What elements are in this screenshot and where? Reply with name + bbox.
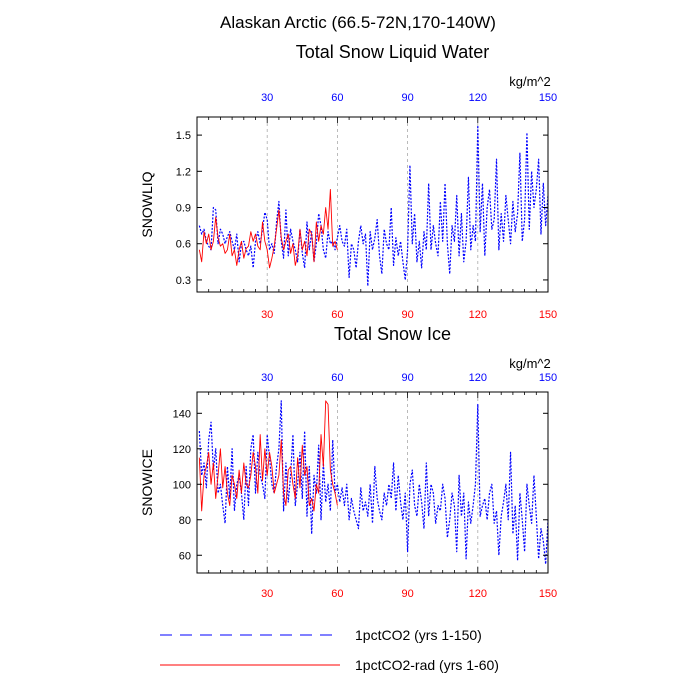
x-tick-label-bottom: 120 <box>469 309 487 321</box>
series-line-1pctco2-rad <box>198 188 338 269</box>
panel-title: Total Snow Liquid Water <box>296 42 489 62</box>
x-tick-label-bottom: 30 <box>261 309 273 321</box>
x-tick-label-top: 30 <box>261 372 273 384</box>
y-tick-label: 0.9 <box>176 203 191 215</box>
x-tick-label-top: 150 <box>539 92 557 104</box>
x-tick-label-top: 150 <box>539 372 557 384</box>
figure-title: Alaskan Arctic (66.5-72N,170-140W) <box>220 13 496 32</box>
x-tick-label-bottom: 30 <box>261 588 273 600</box>
series-line-1pctco2 <box>198 124 549 287</box>
x-tick-label-bottom: 150 <box>539 309 557 321</box>
y-tick-label: 100 <box>173 479 191 491</box>
x-tick-label-bottom: 60 <box>331 309 343 321</box>
x-tick-label-top: 30 <box>261 92 273 104</box>
y-tick-label: 80 <box>179 515 191 527</box>
y-tick-label: 0.3 <box>176 275 191 287</box>
y-tick-label: 120 <box>173 444 191 456</box>
y-axis-label: SNOWLIQ <box>139 171 155 237</box>
units-label: kg/m^2 <box>509 74 551 89</box>
y-tick-label: 1.5 <box>176 130 191 142</box>
y-tick-label: 0.6 <box>176 239 191 251</box>
panel-snowice: Total Snow Ice kg/m^2 60 80 100 120 140 30 60 90 1… <box>139 324 557 600</box>
x-tick-label-bottom: 150 <box>539 588 557 600</box>
x-tick-label-top: 90 <box>401 92 413 104</box>
legend: 1pctCO2 (yrs 1-150) 1pctCO2-rad (yrs 1-60… <box>160 627 499 673</box>
panel-snowliq: Total Snow Liquid Water kg/m^2 0.3 0.6 0.9 1.… <box>139 42 557 321</box>
units-label: kg/m^2 <box>509 356 551 371</box>
x-tick-label-top: 60 <box>331 372 343 384</box>
x-tick-label-bottom: 90 <box>401 588 413 600</box>
x-tick-label-top: 120 <box>469 92 487 104</box>
x-tick-label-bottom: 60 <box>331 588 343 600</box>
legend-label: 1pctCO2 (yrs 1-150) <box>355 627 482 643</box>
x-tick-label-bottom: 120 <box>469 588 487 600</box>
panel-title: Total Snow Ice <box>334 324 451 344</box>
x-tick-label-top: 60 <box>331 92 343 104</box>
x-tick-label-top: 120 <box>469 372 487 384</box>
x-tick-label-bottom: 90 <box>401 309 413 321</box>
legend-label: 1pctCO2-rad (yrs 1-60) <box>355 657 499 673</box>
y-axis-label: SNOWICE <box>139 449 155 516</box>
y-tick-label: 140 <box>173 408 191 420</box>
y-tick-label: 1.2 <box>176 166 191 178</box>
x-tick-label-top: 90 <box>401 372 413 384</box>
y-tick-label: 60 <box>179 550 191 562</box>
series-line-1pctco2 <box>198 400 549 565</box>
series-line-1pctco2-rad <box>198 400 338 512</box>
